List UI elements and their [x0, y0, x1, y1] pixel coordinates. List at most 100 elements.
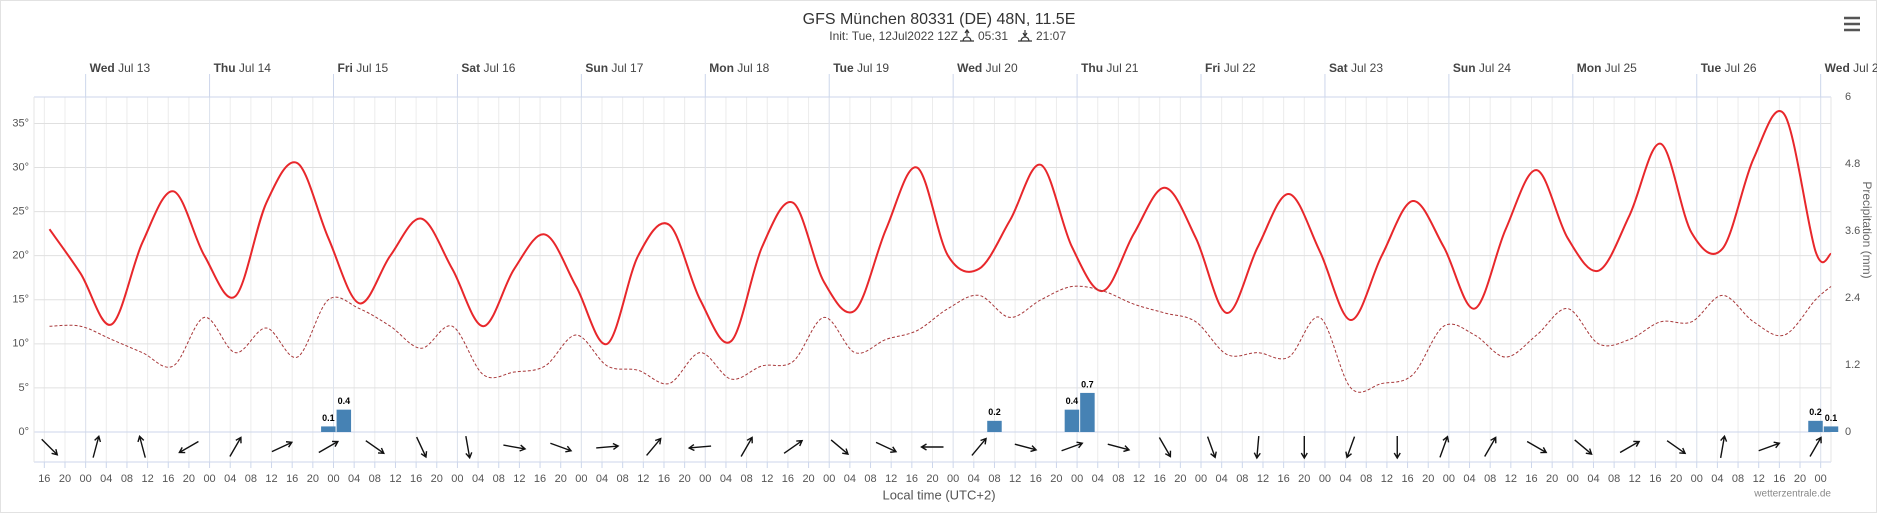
precip-label: 0.4	[1066, 396, 1079, 406]
x-tick-label: 20	[1670, 473, 1682, 485]
temperature-line	[48, 110, 1832, 345]
x-tick-label: 08	[864, 473, 876, 485]
x-tick-label: 16	[1773, 473, 1785, 485]
menu-button[interactable]	[1844, 16, 1860, 32]
sunset-time: 21:07	[1036, 29, 1066, 43]
wind-arrow	[416, 436, 428, 459]
wind-arrow	[41, 438, 59, 456]
wind-arrow	[830, 439, 850, 455]
x-tick-label: 08	[493, 473, 505, 485]
day-name: Thu	[214, 61, 236, 75]
x-tick-label: 00	[451, 473, 463, 485]
wind-arrow	[1253, 435, 1261, 460]
y2-tick-label: 4.8	[1845, 158, 1860, 170]
init-text: Init: Tue, 12Jul2022 12Z	[829, 29, 958, 43]
day-date: Jul 22	[1224, 61, 1256, 75]
precip-label: 0.2	[1809, 407, 1822, 417]
x-tick-label: 00	[1195, 473, 1207, 485]
precip-bar	[987, 420, 1002, 432]
wind-arrow	[1619, 440, 1641, 454]
x-tick-label: 08	[1608, 473, 1620, 485]
day-label: Tue Jul 26	[1701, 61, 1757, 75]
day-date: Jul 20	[986, 61, 1018, 75]
day-date: Jul 25	[1605, 61, 1637, 75]
x-tick-label: 04	[224, 473, 236, 485]
wind-arrow	[1758, 441, 1781, 452]
day-name: Mon	[709, 61, 734, 75]
wind-arrow	[1526, 440, 1548, 454]
x-tick-label: 08	[740, 473, 752, 485]
precip-bar	[1080, 392, 1095, 432]
x-tick-label: 20	[1546, 473, 1558, 485]
x-tick-label: 16	[162, 473, 174, 485]
x-tick-label: 04	[1463, 473, 1475, 485]
day-name: Sun	[1453, 61, 1476, 75]
day-date: Jul 17	[611, 61, 643, 75]
y-tick-label: 15°	[12, 294, 29, 306]
x-tick-label: 08	[121, 473, 133, 485]
x-tick-label: 12	[265, 473, 277, 485]
x-tick-label: 16	[1401, 473, 1413, 485]
y2-tick-label: 3.6	[1845, 225, 1860, 237]
day-name: Sat	[1329, 61, 1348, 75]
x-tick-label: 16	[534, 473, 546, 485]
day-name: Fri	[338, 61, 353, 75]
x-tick-label: 12	[1629, 473, 1641, 485]
y-tick-label: 10°	[12, 338, 29, 350]
x-tick-label: 16	[1278, 473, 1290, 485]
day-date: Jul 21	[1106, 61, 1138, 75]
x-tick-label: 20	[1050, 473, 1062, 485]
x-tick-label: 12	[513, 473, 525, 485]
wind-arrow	[1809, 436, 1822, 457]
day-name: Mon	[1577, 61, 1602, 75]
day-date: Jul 26	[1725, 61, 1757, 75]
precip-label: 0.2	[988, 407, 1001, 417]
x-tick-label: 20	[802, 473, 814, 485]
x-tick-label: 00	[1443, 473, 1455, 485]
wind-arrow	[1300, 436, 1308, 460]
x-tick-label: 16	[1649, 473, 1661, 485]
wind-arrow	[137, 435, 146, 458]
x-tick-label: 16	[906, 473, 918, 485]
x-tick-label: 12	[141, 473, 153, 485]
day-name: Sun	[585, 61, 608, 75]
wind-arrow	[178, 440, 199, 454]
x-tick-label: 12	[1133, 473, 1145, 485]
x-tick-label: 20	[307, 473, 319, 485]
sunrise-time: 05:31	[978, 29, 1008, 43]
day-date: Jul 14	[239, 61, 271, 75]
day-label: Sun Jul 17	[585, 61, 643, 75]
x-tick-label: 20	[555, 473, 567, 485]
wind-arrow	[1574, 439, 1593, 455]
y-tick-label: 30°	[12, 161, 29, 173]
chart-title: GFS München 80331 (DE) 48N, 11.5E	[803, 11, 1076, 28]
wind-arrow	[1158, 437, 1172, 458]
day-date: Jul 13	[118, 61, 150, 75]
wind-arrow	[875, 441, 898, 453]
day-date: Jul 19	[857, 61, 889, 75]
wind-arrow	[1061, 441, 1084, 452]
y-tick-label: 20°	[12, 250, 29, 262]
precip-label: 0.7	[1081, 379, 1094, 389]
y2-tick-label: 2.4	[1845, 292, 1860, 304]
wind-arrow	[365, 440, 385, 455]
x-tick-label: 00	[1815, 473, 1827, 485]
x-tick-label: 04	[596, 473, 608, 485]
x-axis-title: Local time (UTC+2)	[882, 487, 995, 502]
x-tick-label: 04	[1587, 473, 1599, 485]
day-date: Jul 15	[356, 61, 388, 75]
x-tick-label: 08	[988, 473, 1000, 485]
x-tick-label: 20	[926, 473, 938, 485]
wind-arrow	[971, 437, 987, 456]
wind-arrow	[596, 442, 620, 451]
wind-arrow	[1666, 440, 1687, 455]
grid	[34, 97, 1831, 462]
day-label: Wed Jul 27	[1825, 61, 1877, 75]
y-tick-label: 35°	[12, 117, 29, 129]
wind-arrow	[229, 436, 242, 457]
x-tick-label: 00	[1071, 473, 1083, 485]
x-tick-label: 04	[1092, 473, 1104, 485]
x-tick-label: 16	[1154, 473, 1166, 485]
